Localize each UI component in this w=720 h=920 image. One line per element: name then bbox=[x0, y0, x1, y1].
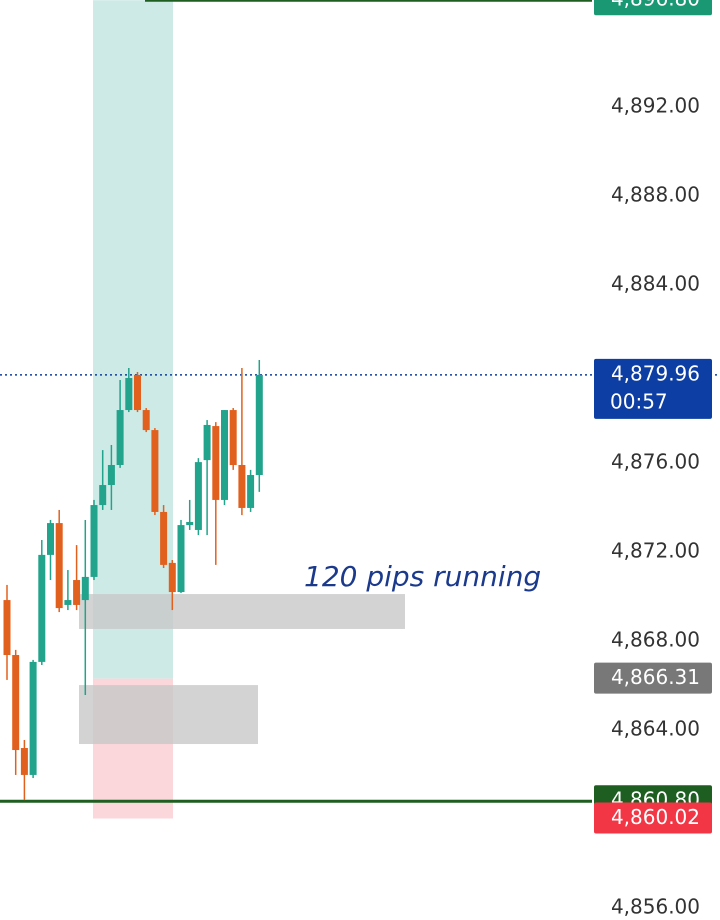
candle-body bbox=[168, 562, 176, 593]
y-tick-label: 4,884.00 bbox=[611, 272, 700, 296]
candle-body bbox=[73, 580, 81, 605]
candle-body bbox=[12, 655, 20, 751]
y-tick-label: 4,872.00 bbox=[611, 539, 700, 563]
candle-body bbox=[29, 661, 37, 775]
annotation: 120 pips running bbox=[304, 560, 541, 593]
countdown: 00:57 bbox=[610, 389, 668, 413]
candle-body bbox=[160, 511, 168, 565]
candle-body bbox=[247, 475, 255, 508]
candle-body bbox=[194, 462, 202, 530]
candle-body bbox=[177, 525, 185, 593]
price-label-box bbox=[594, 662, 712, 694]
candle-body bbox=[81, 576, 89, 601]
background-layer bbox=[79, 0, 405, 819]
candle-body bbox=[116, 410, 124, 466]
y-tick-label: 4,868.00 bbox=[611, 627, 700, 651]
price-zone bbox=[79, 685, 258, 745]
price-label: 4,866.31 bbox=[611, 665, 700, 689]
y-tick-label: 4,876.00 bbox=[611, 450, 700, 474]
price-label: 4,860.02 bbox=[611, 805, 700, 829]
candle-body bbox=[90, 505, 98, 577]
candle-body bbox=[212, 426, 220, 500]
candle-body bbox=[151, 430, 159, 512]
candle-body bbox=[99, 485, 107, 506]
candle-body bbox=[125, 378, 133, 411]
price-label-box bbox=[594, 358, 712, 419]
price-zone bbox=[79, 594, 405, 629]
candle-body bbox=[20, 748, 28, 775]
candle-body bbox=[38, 554, 46, 662]
price-label-box bbox=[594, 0, 712, 16]
candle-body bbox=[55, 523, 63, 609]
candle-body bbox=[255, 374, 263, 476]
y-tick-label: 4,856.00 bbox=[611, 894, 700, 918]
candle-body bbox=[134, 374, 141, 411]
price-label: 4,879.96 bbox=[611, 361, 700, 385]
price-label-box bbox=[594, 802, 712, 834]
candle-body bbox=[221, 410, 228, 500]
candle-body bbox=[238, 465, 246, 508]
axis-layer: 4,892.00 4,888.00 4,884.00 4,876.00 4,872.00… bbox=[594, 0, 712, 918]
candle-body bbox=[64, 600, 72, 605]
candle-body bbox=[142, 410, 150, 431]
price-label: 4,896.80 bbox=[611, 0, 700, 11]
candle-body bbox=[229, 410, 237, 466]
y-tick-label: 4,892.00 bbox=[611, 94, 700, 118]
candle-body bbox=[186, 521, 194, 526]
profit-zone bbox=[93, 0, 173, 679]
candle-body bbox=[203, 424, 211, 461]
y-tick-label: 4,888.00 bbox=[611, 183, 700, 207]
candle-body bbox=[107, 465, 115, 486]
candle-body bbox=[47, 523, 54, 555]
candle-body bbox=[3, 600, 11, 656]
y-tick-label: 4,864.00 bbox=[611, 716, 700, 740]
